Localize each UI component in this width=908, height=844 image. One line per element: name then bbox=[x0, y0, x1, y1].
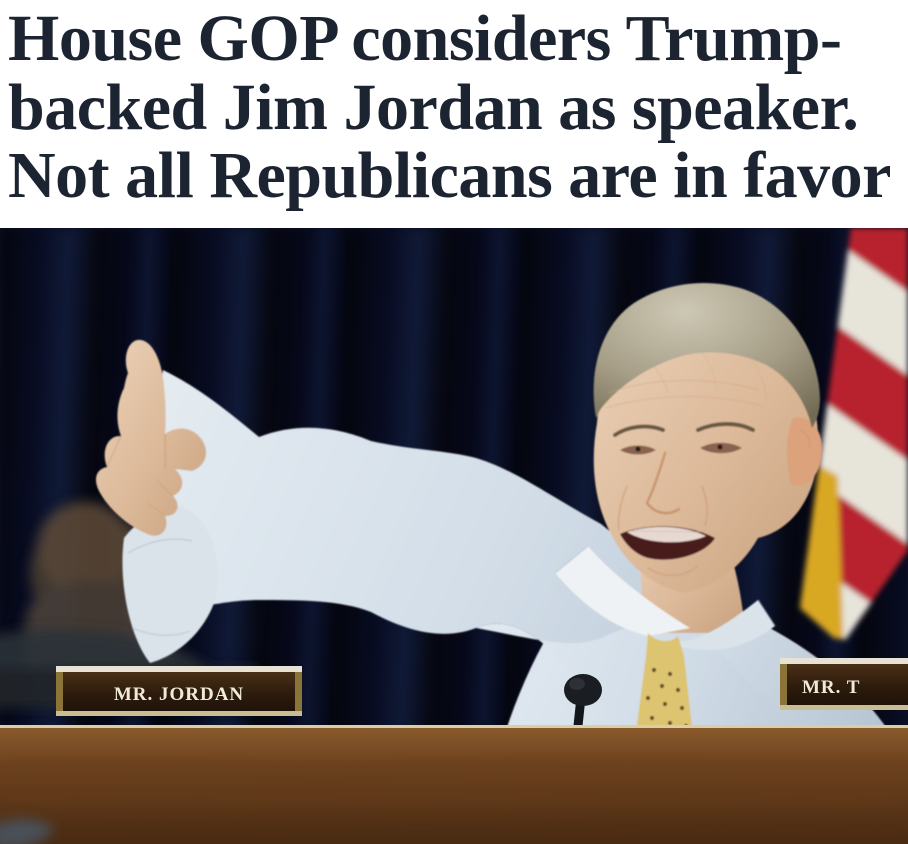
svg-text:MR. JORDAN: MR. JORDAN bbox=[114, 684, 244, 705]
svg-text:MR. T: MR. T bbox=[802, 677, 860, 698]
